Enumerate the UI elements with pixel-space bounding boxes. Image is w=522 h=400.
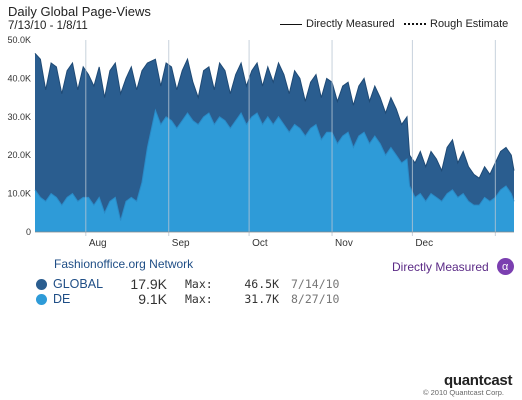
y-tick-label: 0 [26,227,31,237]
x-tick-label: Dec [415,238,433,249]
alpha-icon: α [496,258,514,275]
series-average: 9.1K [138,291,167,307]
x-tick-label: Sep [172,238,190,249]
legend-solid-label: Directly Measured [306,18,395,30]
series-line-de [34,108,515,221]
max-label: Max: [185,277,213,291]
solid-line-swatch [280,23,302,25]
chart-date-range: 7/13/10 - 1/8/11 [8,20,88,32]
y-tick-label: 20.0K [7,150,31,160]
badge-label: Directly Measured [392,259,489,274]
legend-dotted-label: Rough Estimate [430,18,509,30]
x-tick-label: Oct [252,238,268,249]
copyright: © 2010 Quantcast Corp. [423,388,504,397]
max-date: 8/27/10 [291,292,340,306]
quantcast-logo[interactable]: quantcast [444,372,513,389]
legend-directly-measured: Directly Measured [280,18,395,30]
series-average: 17.9K [130,276,167,292]
max-value: 31.7K [244,292,279,306]
series-row-de[interactable]: DE 9.1K Max: 31.7K 8/27/10 [36,291,339,307]
y-tick-label: 10.0K [7,189,31,199]
network-name: Fashionoffice.org Network [54,257,194,271]
x-tick-label: Nov [335,238,353,249]
series-row-global[interactable]: GLOBAL 17.9K Max: 46.5K 7/14/10 [36,276,339,292]
max-label: Max: [185,292,213,306]
series-name: DE [53,292,71,306]
series-line-global [34,53,515,179]
chart-title: Daily Global Page-Views [8,4,151,19]
max-value: 46.5K [244,277,279,291]
directly-measured-badge[interactable]: Directly Measured α [392,258,514,275]
page-views-chart[interactable]: 0 10.0K 20.0K 30.0K 40.0K 50.0K Aug Sep Oct Nov De… [0,30,522,255]
y-tick-label: 30.0K [7,112,31,122]
dotted-line-swatch [404,23,426,25]
y-tick-label: 50.0K [7,35,31,45]
max-date: 7/14/10 [291,277,340,291]
legend-rough-estimate: Rough Estimate [404,18,508,30]
de-color-dot [36,293,47,305]
global-color-dot [36,278,47,290]
y-tick-label: 40.0K [7,73,31,83]
series-name: GLOBAL [53,277,104,291]
series-area-de [35,110,514,232]
x-tick-label: Aug [89,238,107,249]
